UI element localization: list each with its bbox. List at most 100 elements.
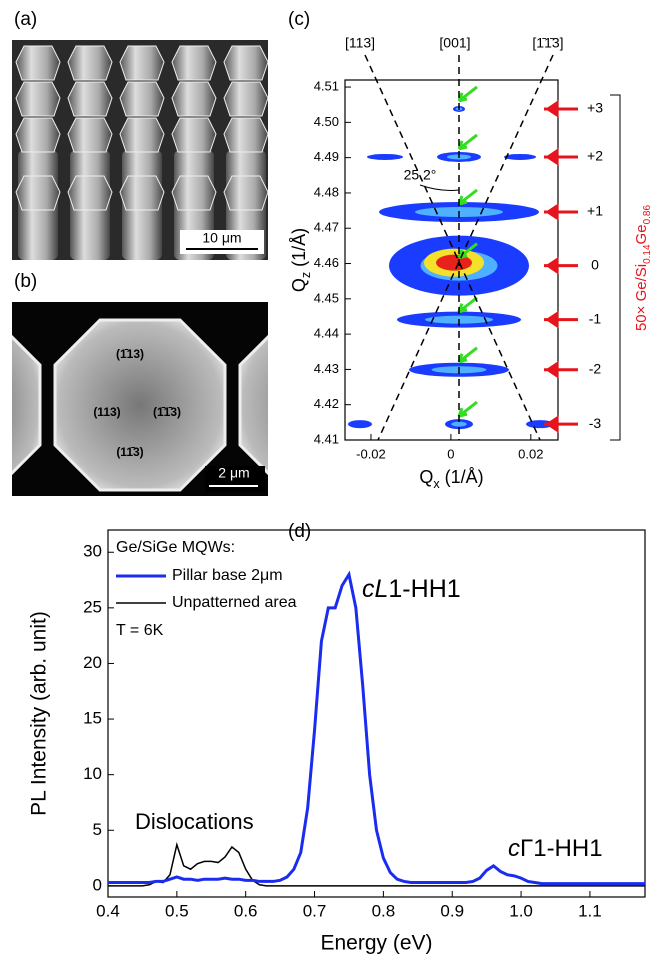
pillar-head [119,81,165,117]
annotation: cL1-HH1 [362,575,461,603]
axis-label-part: (1/Å) [289,228,309,272]
direction-label: [1̄1̄3] [532,35,563,51]
note: T = 6K [116,622,164,639]
x-tick-label: 1.1 [578,901,602,920]
map-contour [504,153,536,160]
annotation: Dislocations [135,809,254,834]
y-tick-label: 30 [83,542,102,561]
satellite-label: +3 [587,100,603,116]
red-arrow [544,148,578,166]
y-tick-label: 4.46 [314,255,339,270]
annotation-text: Dislocations [135,809,254,834]
y-tick-label: 4.50 [314,114,339,129]
side-label-part: 0.14 [642,244,653,264]
pillar-head [171,45,217,81]
bracket [610,94,621,441]
green-arrow [457,133,478,151]
red-arrow [544,100,578,118]
scale-bar-label: 10 μm [202,230,241,246]
y-tick-label: 4.43 [314,361,339,376]
axis-label: Qz (1/Å) [289,228,314,292]
pillar-head [67,117,113,153]
x-tick-label: 0.5 [165,901,189,920]
satellite-label: -3 [589,415,602,431]
direction-line [364,54,541,441]
satellite-label: +2 [587,148,603,164]
sem-image [12,40,268,260]
facet-label: (11̄3) [116,445,143,459]
map-contour [436,254,472,271]
legend-label: Pillar base 2μm [172,567,283,584]
x-tick-label: 0.8 [372,901,396,920]
green-arrow [457,400,478,418]
pillar-head [171,81,217,117]
panel-label: (c) [288,9,310,30]
direction-line [377,54,554,441]
red-arrow [544,360,578,379]
red-arrow [544,310,578,329]
direction-label: [001] [439,35,470,51]
axis-label: Qx (1/Å) [419,467,483,492]
panel-label: (a) [14,9,37,30]
pillar-head [223,175,268,211]
map-contour [367,153,403,160]
axis-label-part: z [299,272,313,278]
pillar-head [119,117,165,153]
pillar-head [223,45,268,81]
plot-area [108,570,645,887]
pillar-head [67,45,113,81]
legend-label: Unpatterned area [172,594,297,611]
y-tick-label: 4.41 [314,431,339,446]
map-contour [526,420,554,429]
y-tick-label: 4.44 [314,326,339,341]
pillar-head [15,45,61,81]
pillar-head [119,175,165,211]
angle-label: 25.2° [404,167,437,183]
annotation-italic: c [508,835,520,862]
pillar-head [223,117,268,153]
green-arrow [457,85,478,103]
pillar-head [171,117,217,153]
green-arrow [457,188,478,206]
axis-label-part: Q [289,278,309,292]
satellite-label: 0 [591,256,599,272]
intensity-map [348,105,554,430]
x-tick-label: 0.9 [440,901,464,920]
axis-label-part: x [433,477,440,491]
pillar-head [67,81,113,117]
panel-label: (d) [288,521,311,542]
red-arrow [544,203,578,221]
x-tick-label: 0.6 [234,901,258,920]
x-tick-label: 0 [447,446,454,461]
x-tick-label: -0.02 [356,446,386,461]
side-label-part: 50× Ge/Si [633,264,650,331]
x-tick-label: 0.4 [96,901,120,920]
annotation-text: 1-HH1 [388,575,460,603]
x-tick-label: 1.0 [509,901,533,920]
pillar-head [171,175,217,211]
y-tick-label: 0 [93,875,102,894]
map-contour [451,421,467,427]
side-label: 50× Ge/Si0.14Ge0.86 [633,205,653,332]
side-label-part: 0.86 [642,205,653,225]
y-tick-label: 4.49 [314,149,339,164]
scale-bar-label: 2 μm [218,465,249,481]
y-tick-label: 4.47 [314,220,339,235]
map-contour [348,420,372,429]
pillar-head [119,45,165,81]
x-tick-label: 0.02 [518,446,543,461]
satellite-label: +1 [587,203,603,219]
pillar-head [15,81,61,117]
plot-frame [107,529,646,898]
y-tick-label: 4.42 [314,396,339,411]
satellite-label: -1 [589,310,602,326]
sem-image [12,302,268,496]
pillar-head [15,175,61,211]
series-line [108,841,645,887]
pillar-head [67,175,113,211]
annotation-text: Γ1-HH1 [520,835,603,862]
y-tick-label: 4.45 [314,290,339,305]
axis-label-part: (1/Å) [440,467,484,487]
pillar-head [223,81,268,117]
